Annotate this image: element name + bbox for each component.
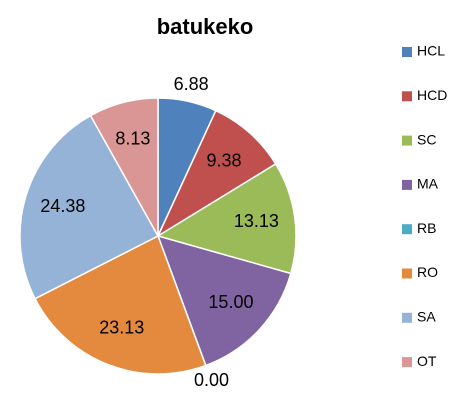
legend-swatch [402,135,412,146]
legend-label: HCL [417,43,445,59]
data-label: 9.38 [206,150,241,170]
legend-swatch [402,357,412,368]
legend-label: SC [417,131,436,147]
legend-label: RB [417,220,436,236]
legend-label: SA [417,309,436,325]
legend-swatch [402,312,412,323]
legend-swatch [402,224,412,235]
pie-slice [89,97,159,239]
data-label: 24.38 [40,196,85,216]
legend-label: OT [417,353,437,369]
data-label: 6.88 [174,74,209,94]
legend-swatch [402,47,412,57]
chart-title: batukeko [157,14,254,39]
data-label: 0.00 [194,370,229,390]
pie-slice [34,234,207,375]
pie-slice [156,234,292,367]
data-label: 8.13 [115,129,150,149]
legend-swatch [402,268,412,279]
legend-label: RO [417,264,438,280]
pie-slice [19,114,160,300]
pie-slice [156,162,297,275]
legend-swatch [402,91,412,102]
pie-slice [156,109,277,238]
data-label: 15.00 [208,292,253,312]
data-label: 23.13 [99,317,144,337]
legend-swatch [402,179,412,190]
data-label: 13.13 [234,211,279,231]
legend-label: HCD [417,87,447,103]
legend-label: MA [417,176,439,192]
